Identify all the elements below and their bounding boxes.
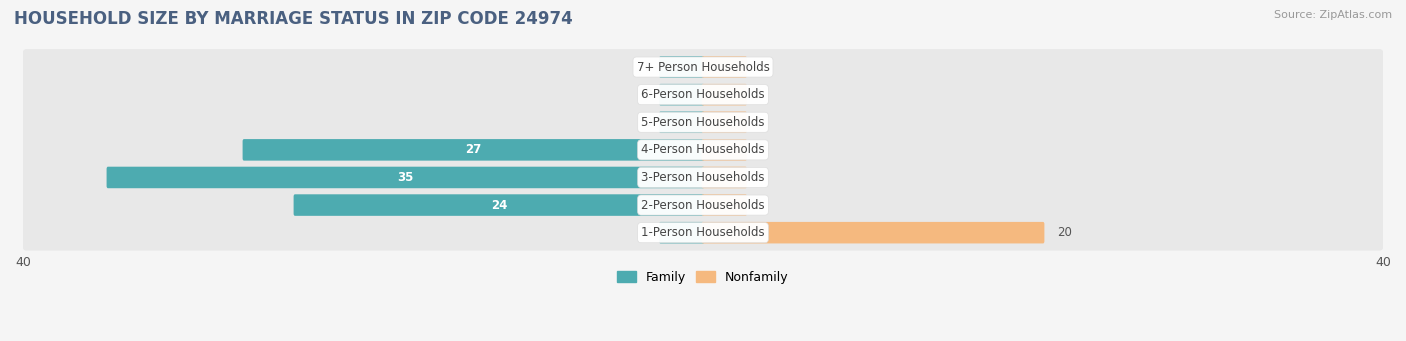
- Text: HOUSEHOLD SIZE BY MARRIAGE STATUS IN ZIP CODE 24974: HOUSEHOLD SIZE BY MARRIAGE STATUS IN ZIP…: [14, 10, 572, 28]
- FancyBboxPatch shape: [702, 84, 747, 105]
- Text: 0: 0: [644, 88, 652, 101]
- FancyBboxPatch shape: [22, 104, 1384, 140]
- FancyBboxPatch shape: [22, 49, 1384, 85]
- Text: 5-Person Households: 5-Person Households: [641, 116, 765, 129]
- FancyBboxPatch shape: [294, 194, 704, 216]
- FancyBboxPatch shape: [659, 222, 704, 243]
- FancyBboxPatch shape: [702, 56, 747, 78]
- Text: 0: 0: [754, 143, 762, 157]
- Text: Source: ZipAtlas.com: Source: ZipAtlas.com: [1274, 10, 1392, 20]
- FancyBboxPatch shape: [702, 112, 747, 133]
- FancyBboxPatch shape: [22, 187, 1384, 223]
- Text: 0: 0: [754, 171, 762, 184]
- FancyBboxPatch shape: [659, 112, 704, 133]
- Text: 20: 20: [1057, 226, 1071, 239]
- FancyBboxPatch shape: [107, 167, 704, 188]
- Text: 3-Person Households: 3-Person Households: [641, 171, 765, 184]
- FancyBboxPatch shape: [22, 215, 1384, 251]
- FancyBboxPatch shape: [22, 77, 1384, 113]
- FancyBboxPatch shape: [22, 132, 1384, 168]
- Legend: Family, Nonfamily: Family, Nonfamily: [612, 266, 794, 289]
- Text: 35: 35: [398, 171, 413, 184]
- Text: 24: 24: [491, 198, 508, 211]
- Text: 6-Person Households: 6-Person Households: [641, 88, 765, 101]
- Text: 27: 27: [465, 143, 482, 157]
- FancyBboxPatch shape: [659, 56, 704, 78]
- Text: 7+ Person Households: 7+ Person Households: [637, 61, 769, 74]
- FancyBboxPatch shape: [702, 222, 1045, 243]
- Text: 0: 0: [644, 116, 652, 129]
- FancyBboxPatch shape: [22, 160, 1384, 195]
- Text: 0: 0: [754, 116, 762, 129]
- FancyBboxPatch shape: [702, 139, 747, 161]
- FancyBboxPatch shape: [702, 167, 747, 188]
- Text: 0: 0: [644, 226, 652, 239]
- Text: 1-Person Households: 1-Person Households: [641, 226, 765, 239]
- FancyBboxPatch shape: [659, 84, 704, 105]
- FancyBboxPatch shape: [702, 194, 747, 216]
- Text: 4-Person Households: 4-Person Households: [641, 143, 765, 157]
- Text: 0: 0: [754, 198, 762, 211]
- FancyBboxPatch shape: [243, 139, 704, 161]
- Text: 0: 0: [754, 61, 762, 74]
- Text: 0: 0: [644, 61, 652, 74]
- Text: 0: 0: [754, 88, 762, 101]
- Text: 2-Person Households: 2-Person Households: [641, 198, 765, 211]
